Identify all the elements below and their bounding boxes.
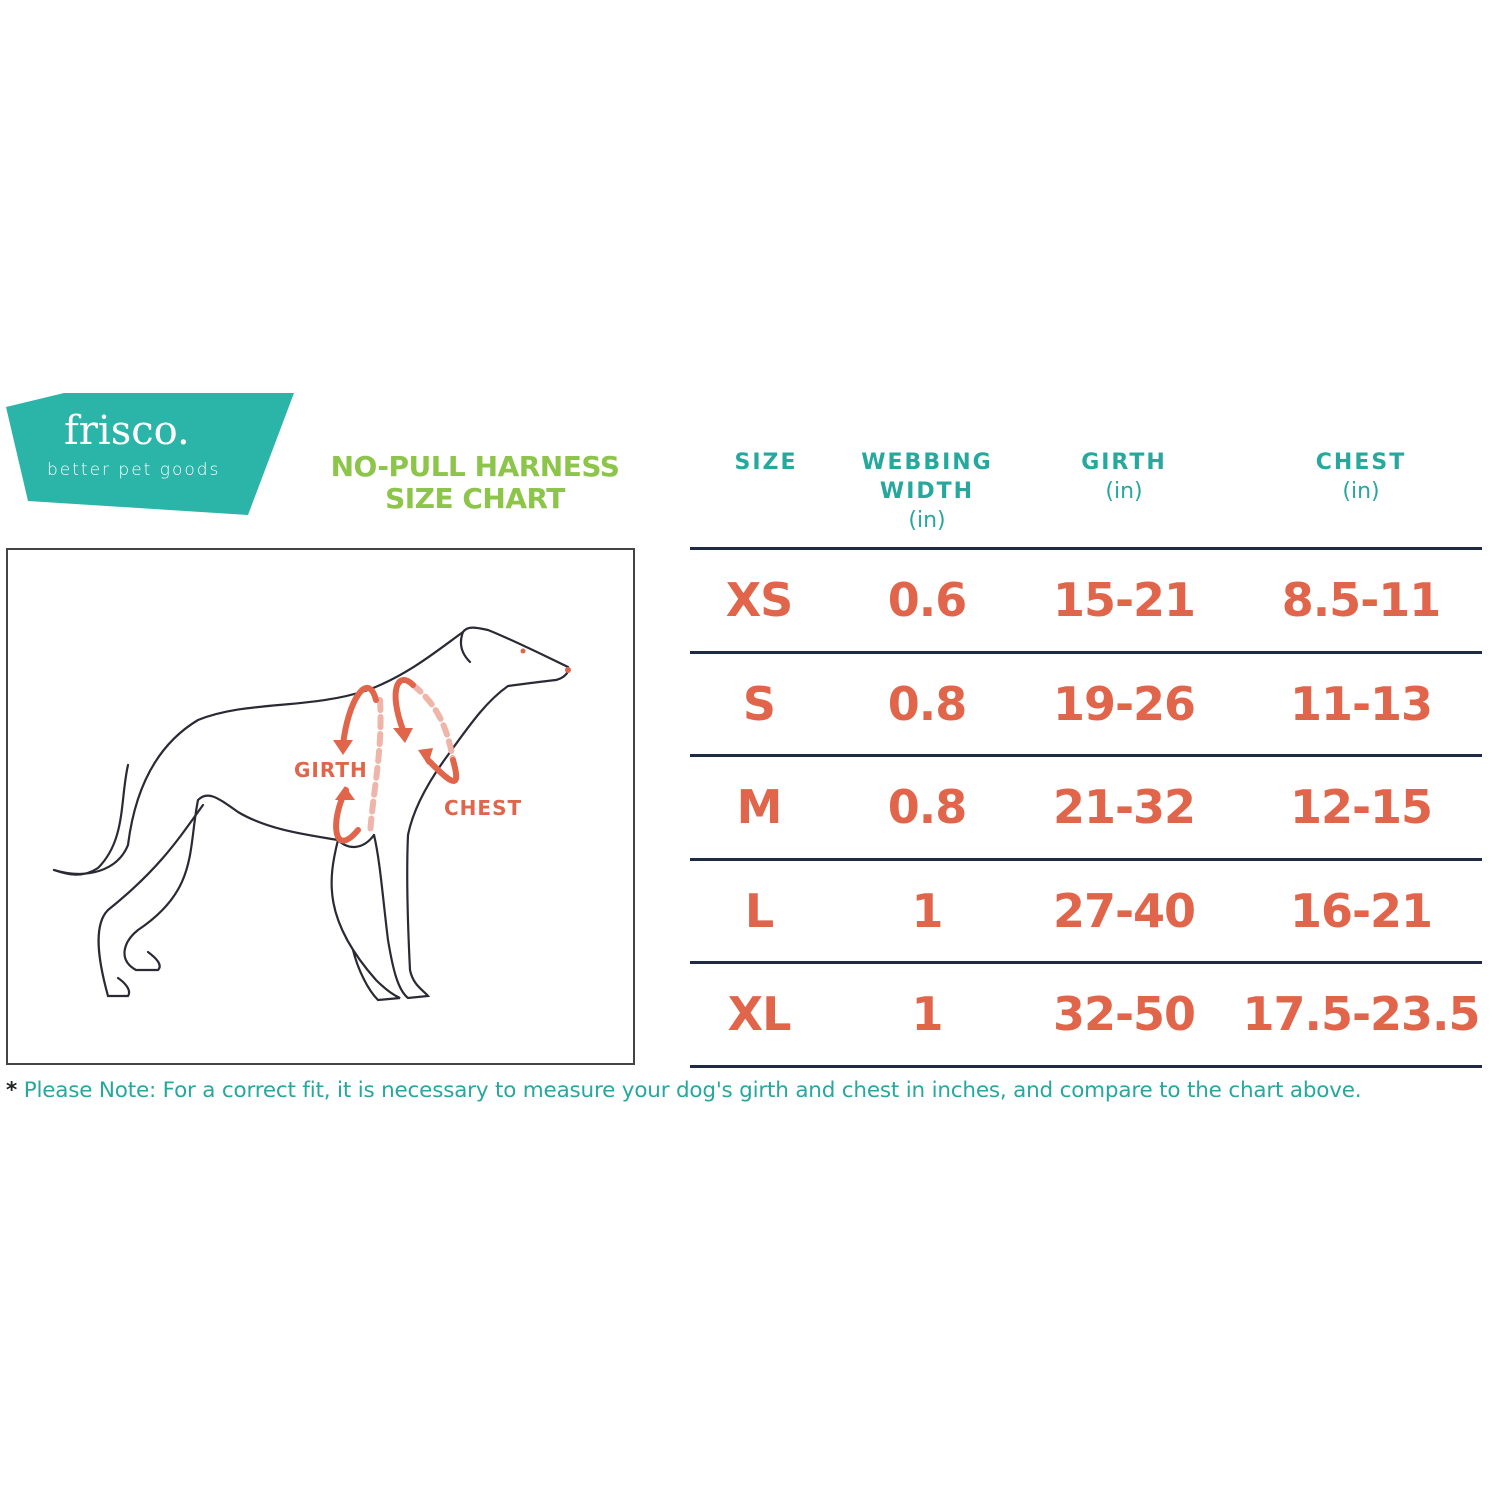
table-row-divider — [690, 1064, 1482, 1068]
fit-note: * Please Note: For a correct fit, it is … — [6, 1078, 1362, 1103]
cell-webbing-width: 0.6 — [887, 573, 968, 627]
brand-tagline: better pet goods — [47, 460, 221, 480]
table-row-divider — [690, 547, 1482, 550]
column-header-girth: GIRTH (in) — [1081, 450, 1167, 504]
cell-webbing-width: 1 — [911, 987, 943, 1041]
title-line-1: NO-PULL HARNESS — [330, 450, 620, 483]
cell-webbing-width: 1 — [911, 883, 943, 938]
girth-label: GIRTH — [294, 758, 368, 782]
brand-logo-wordmark: frisco. — [64, 408, 190, 454]
cell-girth: 21-32 — [1052, 780, 1196, 834]
cell-chest: 8.5-11 — [1281, 573, 1442, 627]
cell-size: M — [736, 780, 783, 834]
table-row-divider — [690, 650, 1482, 654]
dog-illustration — [52, 626, 571, 1002]
cell-size: XS — [725, 573, 794, 627]
brand-logo-badge — [6, 393, 294, 515]
cell-chest: 17.5-23.5 — [1242, 987, 1480, 1041]
cell-girth: 27-40 — [1052, 883, 1196, 938]
page-title: NO-PULL HARNESS SIZE CHART — [300, 451, 650, 515]
cell-size: S — [742, 676, 776, 731]
column-header-size: SIZE — [734, 450, 798, 475]
cell-size: XL — [727, 987, 792, 1041]
cell-chest: 16-21 — [1289, 883, 1433, 938]
dog-measurement-diagram: GIRTH CHEST — [6, 548, 635, 1065]
table-row-divider — [690, 754, 1482, 757]
cell-chest: 12-15 — [1289, 780, 1433, 834]
cell-girth: 15-21 — [1052, 573, 1196, 627]
cell-webbing-width: 0.8 — [887, 780, 968, 834]
cell-webbing-width: 0.8 — [887, 676, 968, 731]
chest-label: CHEST — [444, 796, 523, 820]
table-row-divider — [690, 961, 1482, 964]
cell-chest: 11-13 — [1289, 676, 1433, 731]
cell-size: L — [744, 883, 774, 938]
cell-girth: 19-26 — [1052, 676, 1196, 731]
column-header-chest: CHEST (in) — [1315, 450, 1407, 504]
column-header-webbing-width: WEBBING WIDTH (in) — [861, 450, 993, 533]
title-line-2: SIZE CHART — [385, 482, 565, 515]
cell-girth: 32-50 — [1052, 987, 1196, 1041]
table-row-divider — [690, 857, 1482, 861]
